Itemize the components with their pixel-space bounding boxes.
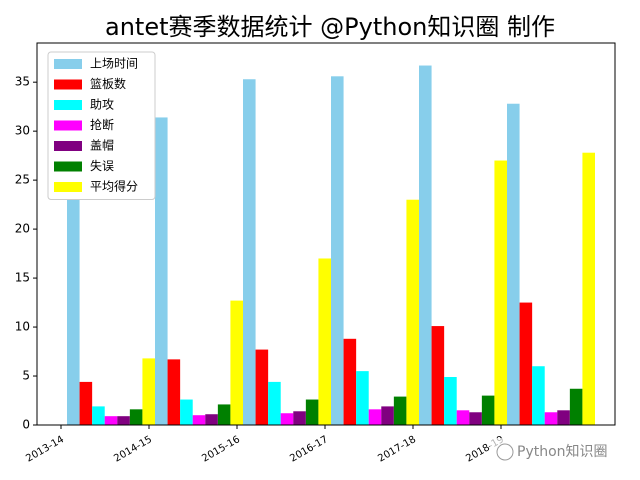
legend-label: 失误 [90, 158, 114, 173]
bar [192, 415, 206, 425]
bar [481, 395, 495, 425]
bar [569, 388, 583, 425]
bar [532, 366, 545, 425]
bar [167, 359, 181, 425]
bar [368, 409, 382, 425]
bar [544, 412, 558, 425]
x-tick-label: 2014-15 [112, 434, 154, 464]
y-tick-label: 15 [15, 271, 30, 285]
legend-swatch [54, 100, 82, 110]
x-tick-label: 2017-18 [376, 434, 418, 464]
y-tick-label: 30 [15, 124, 30, 138]
y-tick-label: 5 [22, 369, 30, 383]
bar [79, 381, 93, 425]
legend-swatch [54, 120, 82, 131]
bar [280, 413, 294, 425]
bar [331, 76, 344, 426]
legend-swatch [54, 182, 82, 192]
plot-frame [36, 42, 616, 426]
legend-swatch [54, 161, 82, 172]
bar [155, 117, 168, 425]
x-tick-label: 2015-16 [200, 434, 242, 464]
bar [92, 406, 105, 425]
bar [243, 79, 256, 425]
legend-label: 平均得分 [90, 179, 138, 194]
legend-label: 上场时间 [90, 57, 138, 71]
watermark-icon [496, 443, 514, 461]
bar [469, 412, 482, 425]
bar [230, 300, 243, 425]
bar [217, 404, 231, 425]
legend-label: 篮板数 [90, 76, 126, 91]
bar [67, 164, 80, 425]
legend-label: 盖帽 [90, 138, 114, 153]
bar [343, 338, 357, 425]
bar [268, 381, 281, 425]
x-tick-label: 2016-17 [288, 434, 330, 464]
watermark: Python知识圈 [517, 443, 608, 460]
y-tick-label: 0 [22, 418, 30, 432]
bar [356, 371, 369, 425]
legend-label: 抢断 [90, 117, 114, 132]
bar [117, 416, 130, 425]
legend-swatch [54, 79, 82, 90]
bar [557, 410, 570, 425]
bar [180, 399, 193, 425]
bar [104, 416, 118, 425]
legend-swatch [54, 141, 82, 151]
legend-label: 助攻 [90, 98, 114, 112]
bar [205, 414, 218, 425]
bar [406, 199, 419, 425]
bar [456, 410, 470, 425]
y-tick-label: 25 [15, 173, 30, 187]
bar [519, 302, 533, 425]
bar [381, 406, 394, 425]
legend-swatch [54, 59, 82, 69]
y-tick-label: 20 [15, 222, 30, 236]
bar [419, 65, 432, 426]
watermark-bg [490, 438, 625, 466]
bar [507, 103, 520, 425]
bar [142, 358, 155, 425]
bar [293, 411, 306, 425]
bar [305, 399, 319, 425]
bar [431, 326, 445, 425]
y-tick-label: 10 [15, 320, 30, 334]
y-tick-label: 35 [15, 75, 30, 89]
bar [255, 349, 269, 425]
bar [494, 160, 507, 426]
bar [582, 152, 595, 425]
chart-title: antet赛季数据统计 @Python知识圈 制作 [105, 13, 555, 41]
x-tick-label: 2013-14 [24, 434, 66, 464]
bar [393, 396, 407, 425]
bar [444, 377, 457, 425]
bar [129, 409, 143, 425]
bar [318, 258, 331, 425]
